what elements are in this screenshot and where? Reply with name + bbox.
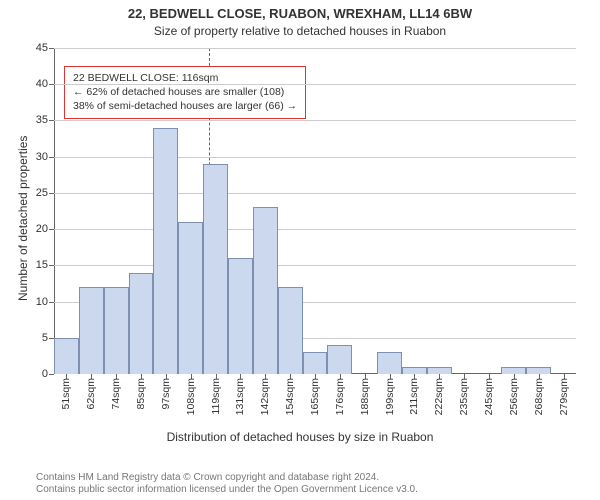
x-axis-label: Distribution of detached houses by size … [0,430,600,444]
xtick-label: 131sqm [234,378,246,415]
ytick-label: 5 [20,332,48,344]
histogram-bar [253,207,278,374]
gridline [54,265,576,266]
histogram-bar [303,352,328,374]
histogram-bar [526,367,551,374]
callout-box: 22 BEDWELL CLOSE: 116sqm ← 62% of detach… [64,66,306,119]
xtick-label: 188sqm [359,378,371,415]
gridline [54,120,576,121]
gridline [54,157,576,158]
gridline [54,48,576,49]
histogram-bar [153,128,178,374]
ytick-label: 45 [20,42,48,54]
xtick-label: 85sqm [135,378,147,410]
gridline [54,229,576,230]
histogram-bar [402,367,427,374]
histogram-bar [203,164,228,374]
ytick-label: 25 [20,187,48,199]
histogram-bar [79,287,104,374]
ytick-mark [49,302,54,303]
xtick-label: 108sqm [185,378,197,415]
xtick-label: 62sqm [85,378,97,410]
ytick-label: 0 [20,368,48,380]
page-title: 22, BEDWELL CLOSE, RUABON, WREXHAM, LL14… [0,6,600,21]
y-axis-line [54,48,55,374]
xtick-label: 165sqm [309,378,321,415]
xtick-label: 74sqm [110,378,122,410]
xtick-label: 176sqm [334,378,346,415]
ytick-mark [49,229,54,230]
callout-line-3: 38% of semi-detached houses are larger (… [73,99,297,113]
xtick-label: 256sqm [508,378,520,415]
histogram-bar [501,367,526,374]
footer-line-2: Contains public sector information licen… [36,484,600,496]
page-subtitle: Size of property relative to detached ho… [0,24,600,38]
xtick-label: 268sqm [533,378,545,415]
xtick-label: 245sqm [483,378,495,415]
histogram-plot: 22 BEDWELL CLOSE: 116sqm ← 62% of detach… [54,48,576,374]
ytick-mark [49,84,54,85]
ytick-mark [49,48,54,49]
callout-line-1: 22 BEDWELL CLOSE: 116sqm [73,71,297,85]
ytick-mark [49,193,54,194]
histogram-bar [278,287,303,374]
ytick-label: 40 [20,78,48,90]
ytick-mark [49,157,54,158]
ytick-label: 35 [20,114,48,126]
ytick-mark [49,265,54,266]
xtick-label: 222sqm [433,378,445,415]
footer-attribution: Contains HM Land Registry data © Crown c… [0,472,600,496]
xtick-label: 235sqm [458,378,470,415]
histogram-bar [129,273,154,374]
ytick-label: 15 [20,259,48,271]
ytick-label: 30 [20,151,48,163]
xtick-label: 119sqm [210,378,222,415]
xtick-label: 142sqm [259,378,271,415]
xtick-label: 199sqm [384,378,396,415]
histogram-bar [377,352,402,374]
xtick-label: 154sqm [284,378,296,415]
histogram-bar [427,367,452,374]
footer-line-1: Contains HM Land Registry data © Crown c… [36,472,600,484]
histogram-bar [178,222,203,374]
ytick-label: 10 [20,296,48,308]
callout-line-2: ← 62% of detached houses are smaller (10… [73,85,297,99]
ytick-label: 20 [20,223,48,235]
xtick-label: 211sqm [408,378,420,415]
xtick-label: 97sqm [160,378,172,410]
xtick-label: 51sqm [60,378,72,410]
ytick-mark [49,374,54,375]
histogram-bar [104,287,129,374]
gridline [54,193,576,194]
histogram-bar [228,258,253,374]
histogram-bar [327,345,352,374]
xtick-label: 279sqm [558,378,570,415]
histogram-bar [54,338,79,374]
gridline [54,84,576,85]
ytick-mark [49,120,54,121]
